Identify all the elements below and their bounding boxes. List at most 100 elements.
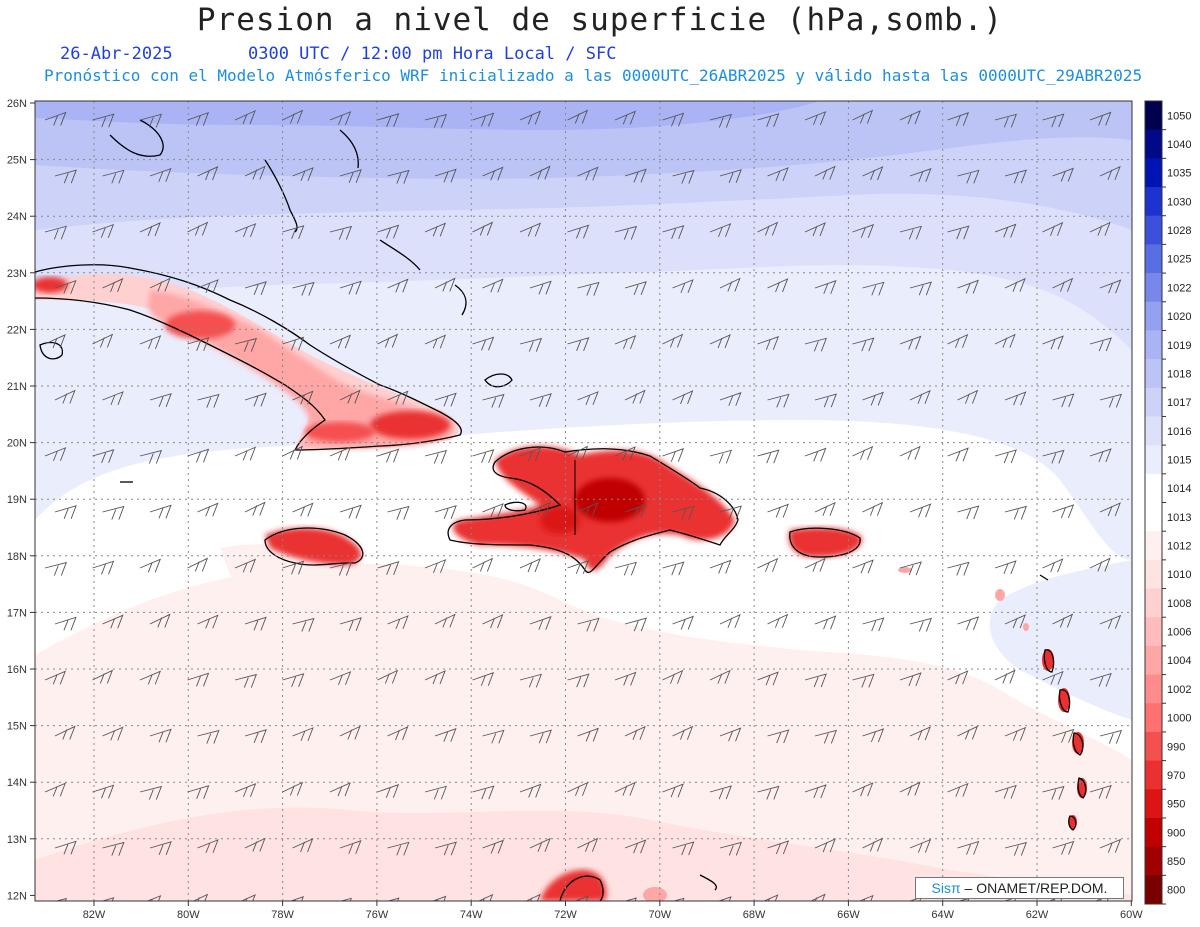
colorbar-label-1019: 1019 — [1167, 340, 1191, 352]
colorbar-swatch-1019 — [1145, 330, 1162, 360]
lat-label-24N: 24N — [7, 211, 27, 223]
colorbar-swatch-1004 — [1145, 645, 1162, 676]
lat-label-17N: 17N — [7, 607, 27, 619]
longitude-labels: 82W 80W 78W 76W 74W 72W 70W 68W 66W 64W 62W 60W — [83, 909, 1144, 921]
colorbar-swatch-1025 — [1145, 244, 1162, 274]
credit-box: Sisπ – ONAMET/REP.DOM. — [915, 877, 1124, 899]
colorbar-swatch-1008 — [1145, 588, 1162, 618]
colorbar-label-1050: 1050 — [1167, 110, 1191, 122]
lat-label-23N: 23N — [7, 268, 27, 280]
lon-label-78W: 78W — [271, 909, 294, 921]
colorbar-swatch-1012 — [1145, 531, 1162, 561]
forecast-time-info: 0300 UTC / 12:00 pm Hora Local / SFC — [248, 44, 617, 64]
colorbar-label-970: 970 — [1167, 770, 1185, 782]
lat-label-13N: 13N — [7, 834, 27, 846]
credit-text: – ONAMET/REP.DOM. — [960, 880, 1108, 896]
lon-label-68W: 68W — [743, 909, 766, 921]
coastlines — [35, 119, 1087, 901]
colorbar-swatch-1002 — [1145, 674, 1162, 704]
colorbar-swatch-1017 — [1145, 387, 1162, 417]
colorbar-label-1018: 1018 — [1167, 368, 1191, 380]
lon-label-66W: 66W — [837, 909, 860, 921]
colorbar-label-1002: 1002 — [1167, 684, 1191, 696]
colorbar-label-1030: 1030 — [1167, 196, 1191, 208]
lat-label-12N: 12N — [7, 890, 27, 902]
lat-label-18N: 18N — [7, 551, 27, 563]
latitude-labels: 26N 25N 24N 23N 22N 21N 20N 19N 18N 17N 16N 15N 14N 1… — [7, 98, 27, 902]
venezuela-pressure-shading — [540, 869, 667, 901]
colorbar-swatch-950 — [1145, 789, 1162, 819]
map-title: Presion a nivel de superficie (hPa,somb.… — [196, 2, 1004, 38]
colorbar-label-1015: 1015 — [1167, 454, 1191, 466]
wind-barbs — [44, 109, 1123, 901]
hispaniola-pressure-shading — [452, 446, 735, 571]
lat-label-22N: 22N — [7, 324, 27, 336]
lat-label-21N: 21N — [7, 381, 27, 393]
colorbar-label-850: 850 — [1167, 856, 1185, 868]
jamaica-pressure-shading — [265, 528, 362, 565]
lon-label-72W: 72W — [554, 909, 577, 921]
colorbar-swatch-800 — [1145, 875, 1162, 905]
colorbar-label-900: 900 — [1167, 827, 1185, 839]
colorbar-label-1022: 1022 — [1167, 282, 1191, 294]
colorbar-swatch-1016 — [1145, 416, 1162, 446]
colorbar-label-1013: 1013 — [1167, 512, 1191, 524]
colorbar-swatch-1006 — [1145, 617, 1162, 647]
colorbar-label-1028: 1028 — [1167, 225, 1191, 237]
map-frame — [34, 100, 1133, 902]
sispi-brand: Sisπ — [931, 880, 961, 896]
colorbar-label-1008: 1008 — [1167, 598, 1191, 610]
colorbar-label-800: 800 — [1167, 885, 1185, 897]
lon-label-60W: 60W — [1120, 909, 1143, 921]
lat-label-14N: 14N — [7, 777, 27, 789]
lon-label-80W: 80W — [177, 909, 200, 921]
colorbar-swatch-1013 — [1145, 502, 1162, 532]
colorbar-label-1012: 1012 — [1167, 541, 1191, 553]
colorbar-swatch-1030 — [1145, 187, 1162, 217]
puerto-rico-pressure-shading — [788, 527, 862, 558]
lon-label-74W: 74W — [460, 909, 483, 921]
colorbar-label-990: 990 — [1167, 741, 1185, 753]
lon-label-70W: 70W — [648, 909, 671, 921]
colorbar-swatch-970 — [1145, 760, 1162, 790]
colorbar-label-950: 950 — [1167, 799, 1185, 811]
pressure-field — [35, 101, 1132, 901]
colorbar-swatch-1022 — [1145, 273, 1162, 303]
colorbar-label-1016: 1016 — [1167, 426, 1191, 438]
colorbar-label-1040: 1040 — [1167, 139, 1191, 151]
colorbar-swatch-990 — [1145, 731, 1162, 762]
colorbar-swatch-1040 — [1145, 129, 1162, 159]
colorbar-label-1020: 1020 — [1167, 311, 1191, 323]
colorbar-swatch-1028 — [1145, 215, 1162, 245]
colorbar-label-1017: 1017 — [1167, 397, 1191, 409]
colorbar-swatch-1020 — [1145, 301, 1162, 331]
colorbar-swatch-1010 — [1145, 559, 1162, 590]
lon-label-64W: 64W — [931, 909, 954, 921]
colorbar-swatch-1050 — [1145, 101, 1162, 131]
colorbar-swatch-1000 — [1145, 703, 1162, 733]
lat-label-15N: 15N — [7, 721, 27, 733]
colorbar-label-1004: 1004 — [1167, 655, 1191, 667]
colorbar-label-1035: 1035 — [1167, 168, 1191, 180]
lat-label-19N: 19N — [7, 494, 27, 506]
colorbar-swatch-1015 — [1145, 445, 1162, 475]
colorbar-label-1010: 1010 — [1167, 569, 1191, 581]
lat-label-16N: 16N — [7, 664, 27, 676]
colorbar-label-1014: 1014 — [1167, 483, 1191, 495]
lon-label-62W: 62W — [1026, 909, 1049, 921]
pressure-colorbar: 1050 1040 1035 1030 1028 1025 1022 1020 1019 1018… — [1144, 100, 1191, 905]
lat-lon-grid — [30, 101, 1132, 906]
colorbar-swatch-850 — [1145, 846, 1162, 876]
model-info: Pronóstico con el Modelo Atmósferico WRF… — [44, 66, 1143, 85]
forecast-date: 26-Abr-2025 — [60, 44, 173, 64]
colorbar-swatch-1018 — [1145, 359, 1162, 389]
lon-label-76W: 76W — [366, 909, 389, 921]
colorbar-swatch-1014 — [1145, 473, 1162, 503]
colorbar-label-1025: 1025 — [1167, 254, 1191, 266]
lat-label-26N: 26N — [7, 98, 27, 110]
colorbar-label-1006: 1006 — [1167, 627, 1191, 639]
lat-label-25N: 25N — [7, 155, 27, 167]
colorbar-swatch-1035 — [1145, 158, 1162, 188]
colorbar-label-1000: 1000 — [1167, 713, 1191, 725]
